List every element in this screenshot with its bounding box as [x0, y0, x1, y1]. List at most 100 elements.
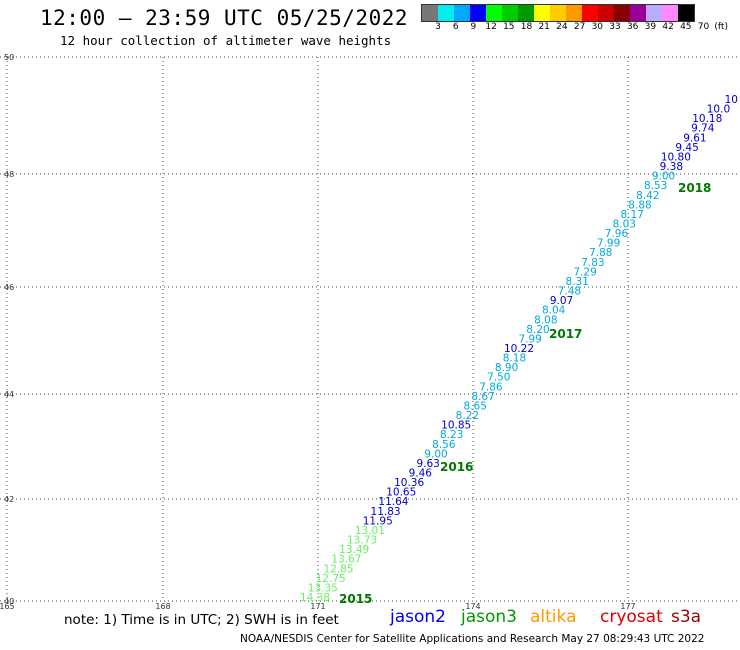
- map-title: 12:00 – 23:59 UTC 05/25/2022: [40, 6, 409, 30]
- wave-height-label: 7.50: [487, 372, 510, 384]
- wave-height-label: 8.65: [464, 400, 487, 412]
- color-swatch: [598, 5, 614, 21]
- wave-height-label: 9.38: [660, 161, 683, 173]
- track-year-label: 2016: [440, 460, 473, 474]
- wave-height-label: 10.85: [441, 420, 471, 432]
- color-scale-label: 3: [435, 22, 441, 32]
- wave-height-label: 8.03: [613, 219, 636, 231]
- color-scale-label: 42: [662, 22, 674, 32]
- wave-height-label: 9.00: [424, 448, 447, 460]
- wave-height-label: 13.35: [308, 582, 338, 594]
- wave-height-label: 11.64: [378, 496, 408, 508]
- latitude-label: 40: [4, 597, 14, 606]
- longitude-labels: 165 168 171 174 177: [0, 602, 636, 611]
- wave-height-label: 8.42: [636, 190, 659, 202]
- wave-height-label: 10.80: [661, 151, 691, 163]
- wave-height-label: 7.99: [597, 238, 620, 250]
- track-year-label: 2015: [339, 592, 372, 606]
- color-swatch: [502, 5, 518, 21]
- wave-height-label: 8.22: [456, 410, 479, 422]
- latitude-label: 42: [4, 495, 14, 504]
- wave-height-label: 8.08: [534, 314, 557, 326]
- wave-height-label: 8.56: [432, 439, 456, 451]
- color-scale-labels: 3 6 9 12 15 18 21 24 27 30 33 36 39 42 45 70 (ft): [421, 22, 740, 34]
- legend-jason3: jason3: [461, 607, 517, 627]
- color-swatch: [422, 5, 438, 21]
- legend-jason2: jason2: [390, 607, 446, 627]
- wave-height-label: 11.83: [371, 506, 401, 518]
- wave-height-label: 7.99: [518, 333, 541, 345]
- color-swatch: [438, 5, 454, 21]
- wave-height-label: 8.88: [628, 199, 651, 211]
- wave-height-label: 14.38: [300, 592, 330, 604]
- color-swatch: [566, 5, 582, 21]
- wave-height-label: 7.86: [479, 381, 503, 393]
- color-scale-label: 27: [573, 22, 586, 32]
- wave-height-label: 8.23: [440, 429, 463, 441]
- color-swatch: [454, 5, 470, 21]
- units-note: note: 1) Time is in UTC; 2) SWH is in fe…: [64, 612, 339, 628]
- track-year-labels: 2018 2017 2016 2015: [339, 181, 711, 606]
- color-swatch: [470, 5, 486, 21]
- color-scale-label: 30: [591, 22, 604, 32]
- wave-height-label: 9.61: [683, 132, 706, 144]
- wave-height-label: 12.85: [323, 563, 353, 575]
- color-scale-label: 70: [697, 22, 710, 32]
- wave-height-label: 8.17: [620, 209, 643, 221]
- wave-height-label: 13.73: [347, 535, 377, 547]
- wave-height-label: 13.49: [339, 544, 369, 556]
- legend-altika: altika: [530, 607, 577, 627]
- wave-height-values: 1010.010.189.749.619.4510.809.389.008.53…: [300, 94, 738, 604]
- wave-height-label: 10.65: [386, 487, 416, 499]
- wave-height-label: 8.18: [503, 353, 526, 365]
- wave-height-label: 11.95: [363, 515, 393, 527]
- map-grid: [0, 56, 740, 602]
- color-swatch: [582, 5, 598, 21]
- color-scale-label: 18: [520, 22, 533, 32]
- latitude-labels: 50 48 46 44 42 40: [4, 53, 14, 606]
- latitude-label: 50: [4, 53, 14, 62]
- wave-height-label: 12.75: [316, 573, 346, 585]
- color-scale-label: 45: [680, 22, 692, 32]
- color-swatch: [486, 5, 502, 21]
- wave-height-label: 9.63: [416, 458, 439, 470]
- color-scale-label: 24: [556, 22, 568, 32]
- wave-height-label: 9.00: [652, 171, 675, 183]
- color-scale-label: 15: [503, 22, 515, 32]
- color-scale-label: 12: [485, 22, 497, 32]
- color-scale-label: 39: [644, 22, 657, 32]
- wave-height-label: 7.88: [589, 247, 612, 259]
- color-swatch: [518, 5, 534, 21]
- wave-height-label: 7.83: [581, 257, 604, 269]
- wave-height-label: 10.22: [504, 343, 534, 355]
- wave-height-label: 8.20: [526, 324, 549, 336]
- color-swatch: [550, 5, 566, 21]
- wave-height-label: 10.18: [692, 113, 722, 125]
- color-swatch: [534, 5, 550, 21]
- wave-height-label: 7.96: [605, 228, 629, 240]
- longitude-label: 171: [310, 602, 325, 611]
- track-year-label: 2018: [678, 181, 711, 195]
- wave-height-label: 7.29: [573, 266, 596, 278]
- longitude-label: 165: [0, 602, 15, 611]
- wave-height-label: 9.46: [409, 468, 433, 480]
- wave-height-label: 9.45: [675, 142, 698, 154]
- color-scale-label: 36: [626, 22, 639, 32]
- wave-height-label: 10: [725, 94, 738, 106]
- color-swatch: [614, 5, 630, 21]
- color-scale-label: 9: [470, 22, 477, 32]
- latitude-label: 44: [4, 390, 14, 399]
- wave-height-label: 8.53: [644, 180, 667, 192]
- map-subtitle: 12 hour collection of altimeter wave hei…: [60, 33, 392, 48]
- wave-height-label: 13.01: [355, 525, 385, 537]
- color-swatch: [630, 5, 646, 21]
- legend-cryosat: cryosat: [600, 607, 663, 627]
- longitude-label: 177: [620, 602, 635, 611]
- longitude-label: 174: [465, 602, 480, 611]
- color-scale-bar: [421, 4, 695, 22]
- wave-height-label: 10.0: [707, 104, 730, 116]
- color-swatch: [646, 5, 662, 21]
- color-scale-label: 21: [538, 22, 550, 32]
- color-scale-label: 6: [452, 22, 459, 32]
